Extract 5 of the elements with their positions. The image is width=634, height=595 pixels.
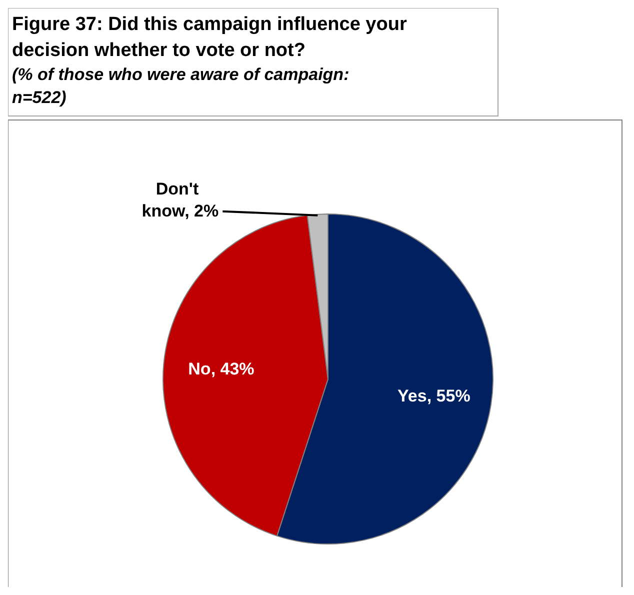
- slice-label: Don't know, 2%: [142, 179, 219, 220]
- slice-label: Yes, 55%: [398, 386, 470, 406]
- slice-label: No, 43%: [188, 359, 254, 378]
- chart-title: Figure 37: Did this campaign influence your decision whether to vote or not?: [12, 14, 408, 61]
- chart-subtitle: (% of those who were aware of campaign: n=522): [12, 65, 350, 107]
